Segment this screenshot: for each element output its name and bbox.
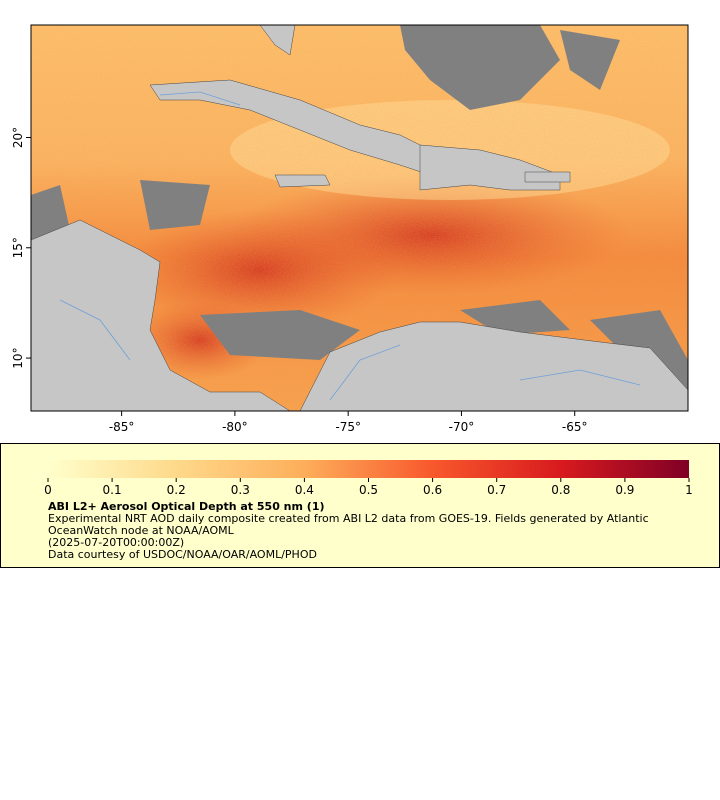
colorbar-tick-label: 0.6 xyxy=(423,483,442,497)
colorbar-ramp xyxy=(48,460,689,478)
x-tick-label: -65° xyxy=(562,420,588,434)
y-tick-label: 20° xyxy=(11,127,25,148)
colorbar-tick-label: 0.4 xyxy=(295,483,314,497)
colorbar-tick-label: 0.1 xyxy=(103,483,122,497)
colorbar-tick-label: 0.7 xyxy=(487,483,506,497)
legend-title: ABI L2+ Aerosol Optical Depth at 550 nm … xyxy=(48,500,325,513)
colorbar-tick-label: 0.3 xyxy=(231,483,250,497)
colorbar-tick-label: 1 xyxy=(685,483,693,497)
colorbar-tick-label: 0.2 xyxy=(167,483,186,497)
colorbar-tick-label: 0.5 xyxy=(359,483,378,497)
rivers xyxy=(59,91,641,401)
map-frame xyxy=(30,24,689,412)
colorbar-tick-label: 0.9 xyxy=(615,483,634,497)
legend-credit: Data courtesy of USDOC/NOAA/OAR/AOML/PHO… xyxy=(48,548,317,561)
y-tick-label: 10° xyxy=(11,347,25,368)
x-tick-label: -75° xyxy=(335,420,361,434)
colorbar-tick-label: 0.8 xyxy=(551,483,570,497)
x-tick-label: -85° xyxy=(109,420,135,434)
map-figure: -85° -80° -75° -70° -65° 10° 15° 20° xyxy=(11,24,689,434)
map-area xyxy=(31,25,688,411)
colorbar-tick-label: 0 xyxy=(44,483,52,497)
colorbar: 0 0.1 0.2 0.3 0.4 0.5 0.6 0.7 0.8 0.9 1 xyxy=(44,460,693,497)
x-tick-label: -70° xyxy=(449,420,475,434)
y-tick-label: 15° xyxy=(11,237,25,258)
legend-description: Experimental NRT AOD daily composite cre… xyxy=(48,512,649,537)
missing-data xyxy=(31,25,688,395)
legend-text: ABI L2+ Aerosol Optical Depth at 550 nm … xyxy=(48,501,688,561)
legend-panel: 0 0.1 0.2 0.3 0.4 0.5 0.6 0.7 0.8 0.9 1 ABI L2+ Ae… xyxy=(0,443,720,568)
legend-time: (2025-07-20T00:00:00Z) xyxy=(48,536,185,549)
x-tick-label: -80° xyxy=(222,420,248,434)
land xyxy=(31,25,688,411)
